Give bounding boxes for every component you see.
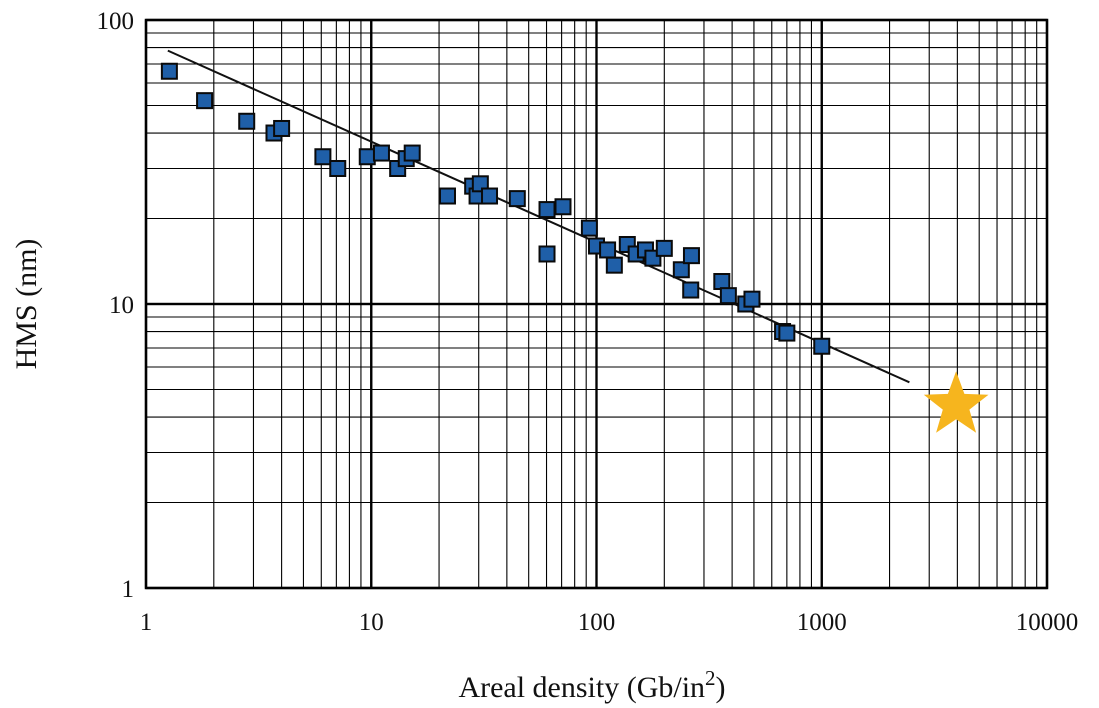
data-points xyxy=(160,62,831,355)
data-point xyxy=(655,239,673,257)
data-point xyxy=(508,190,526,208)
data-point xyxy=(743,290,761,308)
x-axis-label-close: ) xyxy=(716,671,726,704)
data-point xyxy=(438,187,456,205)
data-point xyxy=(719,287,737,305)
data-point xyxy=(238,112,256,130)
data-point xyxy=(160,62,178,80)
plot-frame xyxy=(144,18,1049,590)
data-point xyxy=(713,273,731,291)
x-axis-label: Areal density (Gb/in2) xyxy=(458,666,725,704)
highlight-group xyxy=(923,371,989,433)
data-point xyxy=(554,198,572,216)
y-tick-label: 100 xyxy=(97,8,135,35)
data-point xyxy=(372,144,390,162)
star-icon xyxy=(923,371,989,433)
data-point xyxy=(605,256,623,274)
data-point xyxy=(538,245,556,263)
x-tick-label: 1000 xyxy=(797,609,847,636)
data-point xyxy=(778,324,796,342)
y-tick-label: 1 xyxy=(122,576,135,603)
data-point xyxy=(481,187,499,205)
x-tick-label: 1 xyxy=(140,609,153,636)
y-tick-labels: 1 10 100 xyxy=(97,8,135,603)
data-point xyxy=(682,281,700,299)
data-point xyxy=(196,92,214,110)
data-point xyxy=(538,201,556,219)
y-axis-label: HMS (nm) xyxy=(10,239,43,370)
data-point xyxy=(314,148,332,166)
x-tick-label: 10000 xyxy=(1016,609,1079,636)
y-tick-label: 10 xyxy=(109,292,134,319)
x-tick-label: 100 xyxy=(578,609,616,636)
data-point xyxy=(580,219,598,237)
data-point xyxy=(599,241,617,259)
data-point xyxy=(672,261,690,279)
x-axis-label-superscript: 2 xyxy=(705,666,716,690)
data-point xyxy=(358,148,376,166)
x-tick-label: 10 xyxy=(359,609,384,636)
data-point xyxy=(813,337,831,355)
data-point xyxy=(682,247,700,265)
x-tick-labels: 1 10 100 1000 10000 xyxy=(140,609,1079,636)
data-point xyxy=(329,159,347,177)
data-point xyxy=(403,144,421,162)
data-point xyxy=(273,119,291,137)
